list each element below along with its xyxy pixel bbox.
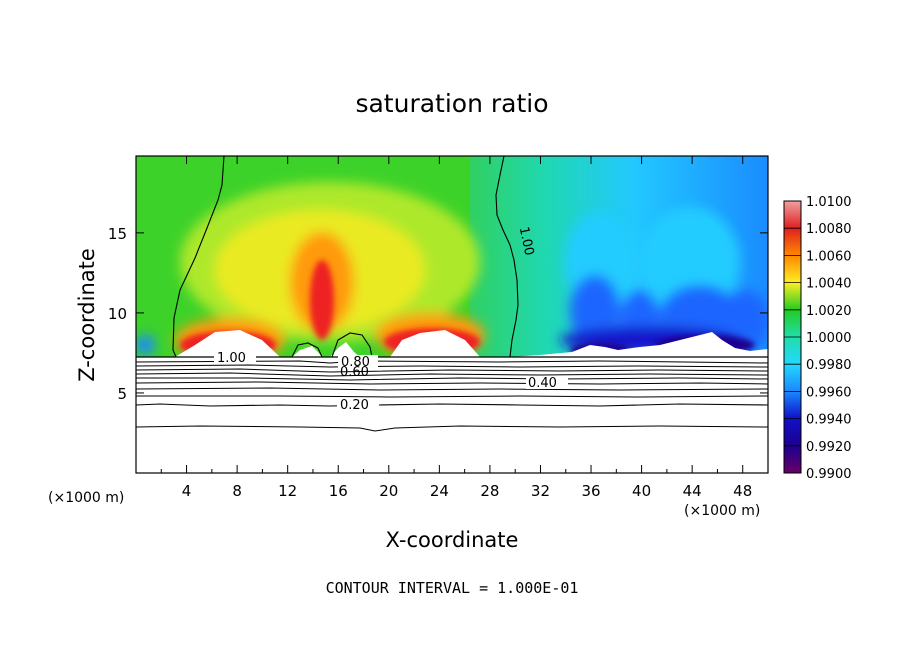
colorbar-label: 1.0040: [806, 277, 852, 292]
x-tick-label: 24: [430, 482, 449, 500]
x-tick-label: 12: [278, 482, 297, 500]
x-tick-label: 40: [632, 482, 651, 500]
colorbar-label: 0.9900: [806, 467, 852, 482]
y-tick-label: 15: [108, 225, 127, 243]
colorbar-label: 0.9960: [806, 385, 852, 400]
y-tick-label: 5: [117, 385, 127, 403]
contour-label: 0.40: [528, 376, 557, 391]
colorbar-label: 0.9980: [806, 358, 852, 373]
contour-lines: [135, 356, 769, 432]
y-tick-label: 10: [108, 305, 127, 323]
colorbar: 1.0100 1.0080 1.0060 1.0040 1.0020 1.0000 0.99…: [783, 195, 852, 482]
colorbar-ticks: [784, 200, 801, 474]
x-tick-label: 28: [480, 482, 499, 500]
colorbar-label: 0.9940: [806, 413, 852, 428]
contour-label: 1.00: [217, 351, 246, 366]
colorbar-label: 0.9920: [806, 440, 852, 455]
x-tick-label: 4: [182, 482, 192, 500]
plot-frame: [135, 155, 769, 474]
x-tick-label: 44: [683, 482, 702, 500]
contour-label: 1.00: [516, 225, 537, 256]
colorbar-label: 1.0020: [806, 304, 852, 319]
x-tick-label: 48: [733, 482, 752, 500]
chart-title: saturation ratio: [355, 89, 548, 118]
x-axis-title: X-coordinate: [386, 528, 519, 552]
colorbar-labels: 1.0100 1.0080 1.0060 1.0040 1.0020 1.0000 0.99…: [806, 195, 852, 482]
x-tick-label: 20: [379, 482, 398, 500]
colorbar-label: 1.0060: [806, 249, 852, 264]
contour-label: 0.80: [341, 355, 370, 370]
x-tick-label: 32: [531, 482, 550, 500]
x-axis-ticks: 4 8 12 16 20 24 28 32 36 40 44 48: [160, 156, 752, 500]
x-tick-label: 36: [581, 482, 600, 500]
contour-label: 0.20: [340, 398, 369, 413]
heatmap-field: [136, 156, 768, 357]
colorbar-label: 1.0100: [806, 195, 852, 210]
x-tick-label: 8: [232, 482, 242, 500]
colorbar-label: 1.0080: [806, 222, 852, 237]
y-axis-title: Z-coordinate: [75, 248, 99, 382]
x-unit-label-left: (×1000 m): [48, 490, 124, 506]
x-unit-label-right: (×1000 m): [684, 503, 760, 519]
y-axis-ticks: 5 10 15: [108, 225, 768, 403]
contour-label-group: 1.00 1.00 0.80 0.60 0.40 0.20: [214, 225, 568, 413]
x-tick-label: 16: [329, 482, 348, 500]
contour-interval-note: CONTOUR INTERVAL = 1.000E-01: [326, 579, 579, 597]
colorbar-label: 1.0000: [806, 331, 852, 346]
contour-label: 0.60: [340, 365, 369, 380]
